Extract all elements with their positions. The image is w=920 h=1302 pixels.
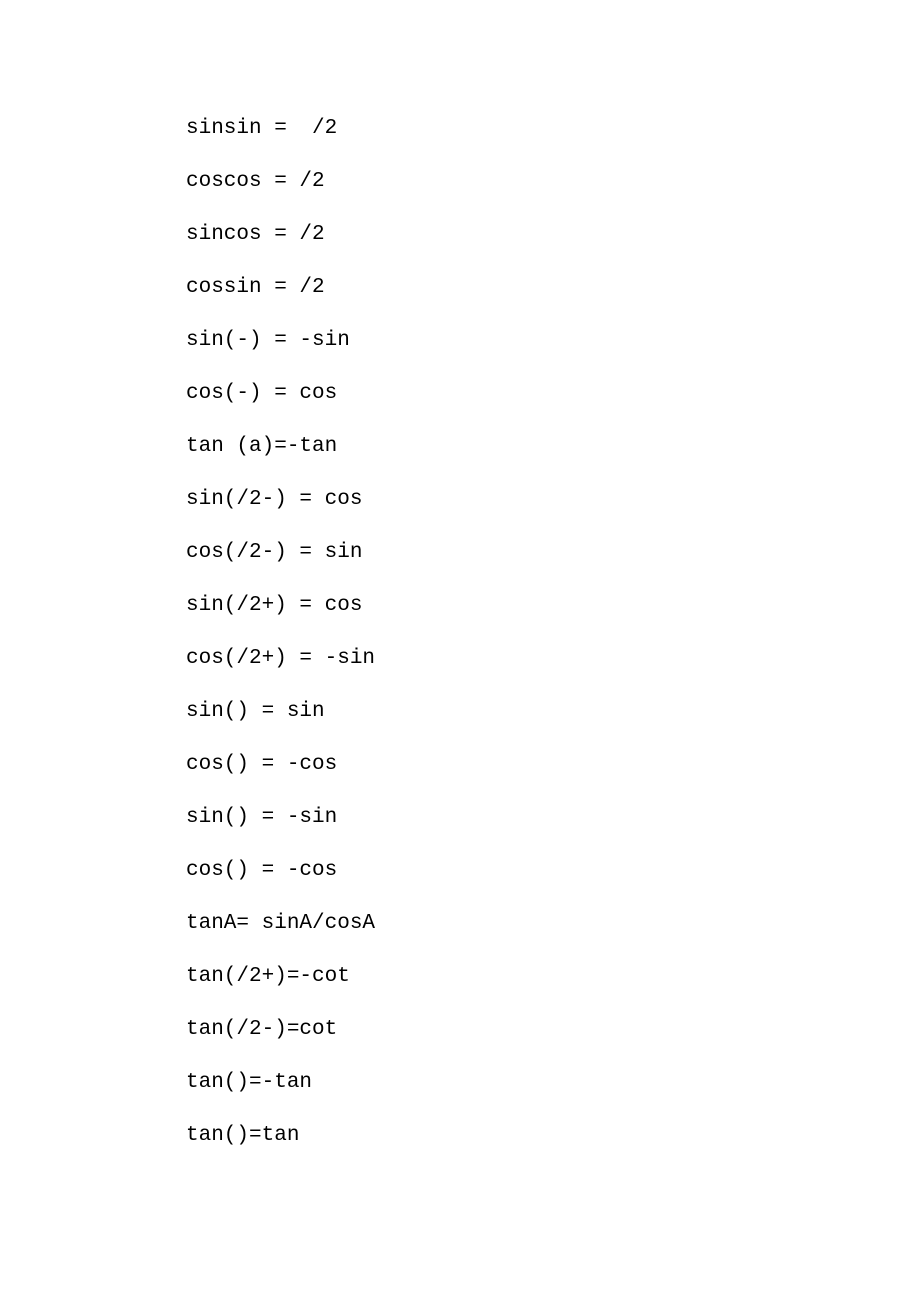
formula-line: sin() = -sin [186,807,920,828]
formula-line: tan()=-tan [186,1072,920,1093]
formula-line: cossin = /2 [186,277,920,298]
formula-list: sinsin = /2 coscos = /2 sincos = /2 coss… [186,118,920,1178]
formula-line: cos(/2+) = -sin [186,648,920,669]
formula-line: sin(/2+) = cos [186,595,920,616]
formula-line: tan(/2-)=cot [186,1019,920,1040]
formula-line: sin(-) = -sin [186,330,920,351]
formula-line: sin(/2-) = cos [186,489,920,510]
formula-line: coscos = /2 [186,171,920,192]
formula-line: sinsin = /2 [186,118,920,139]
formula-line: sin() = sin [186,701,920,722]
formula-line: cos(/2-) = sin [186,542,920,563]
formula-line: cos() = -cos [186,754,920,775]
formula-line: tan (a)=-tan [186,436,920,457]
formula-line: cos(-) = cos [186,383,920,404]
formula-line: cos() = -cos [186,860,920,881]
formula-line: tan(/2+)=-cot [186,966,920,987]
formula-line: sincos = /2 [186,224,920,245]
formula-line: tanA= sinA/cosA [186,913,920,934]
formula-line: tan()=tan [186,1125,920,1146]
